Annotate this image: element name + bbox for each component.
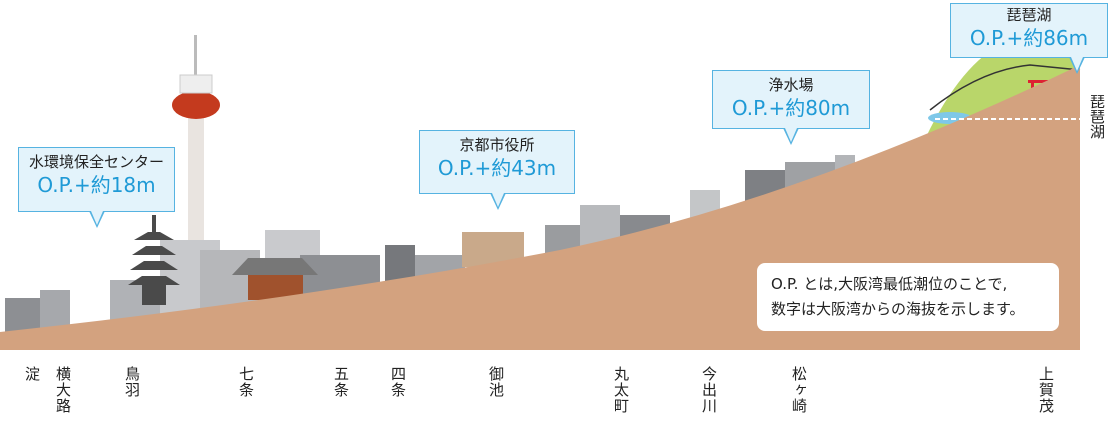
callout: 京都市役所 O.P.+約43m <box>419 130 575 194</box>
callout-name: 水環境保全センター <box>19 152 174 172</box>
place: 今出川 <box>699 366 720 414</box>
illustration <box>0 0 1115 428</box>
callout-elevation: O.P.+約86m <box>951 25 1107 51</box>
place: 五条 <box>331 366 352 398</box>
callout: 浄水場 O.P.+約80m <box>712 70 870 129</box>
place: 松ヶ崎 <box>789 366 810 414</box>
diagram: 水環境保全センター O.P.+約18m 京都市役所 O.P.+約43m 浄水場 … <box>0 0 1115 428</box>
side-label: 琵琶湖 <box>1087 94 1108 139</box>
note-line: O.P. とは,大阪湾最低潮位のことで, <box>771 272 1059 297</box>
callout-name: 琵琶湖 <box>951 5 1107 25</box>
tower-cap <box>180 75 212 93</box>
place: 鳥羽 <box>122 366 143 398</box>
place: 四条 <box>388 366 409 398</box>
callout: 琵琶湖 O.P.+約86m <box>950 3 1108 58</box>
place: 淀 <box>22 366 43 382</box>
place: 上賀茂 <box>1036 366 1057 414</box>
place: 丸太町 <box>611 366 632 414</box>
note-line: 数字は大阪湾からの海抜を示します。 <box>771 297 1059 322</box>
tower-top <box>172 91 220 119</box>
callout: 水環境保全センター O.P.+約18m <box>18 147 175 212</box>
callout-elevation: O.P.+約43m <box>420 155 574 181</box>
place: 御池 <box>486 366 507 398</box>
callout-elevation: O.P.+約80m <box>713 95 869 121</box>
note: O.P. とは,大阪湾最低潮位のことで, 数字は大阪湾からの海抜を示します。 <box>757 263 1059 331</box>
place: 横大路 <box>53 366 74 414</box>
callout-name: 京都市役所 <box>420 135 574 155</box>
callout-name: 浄水場 <box>713 75 869 95</box>
callout-elevation: O.P.+約18m <box>19 172 174 198</box>
place: 七条 <box>236 366 257 398</box>
